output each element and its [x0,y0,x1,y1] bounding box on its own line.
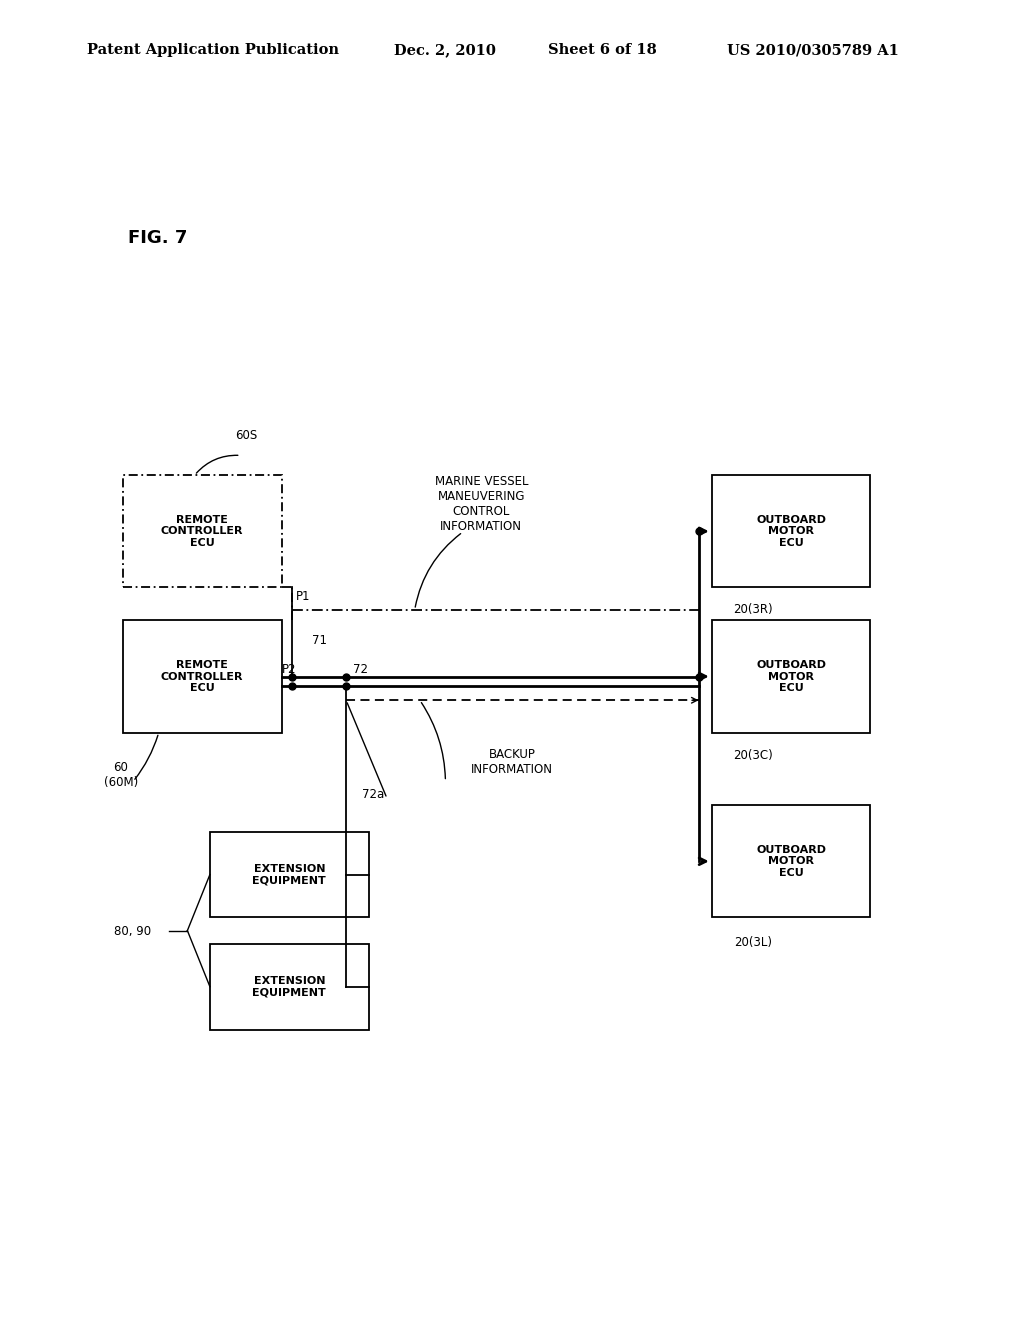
Text: REMOTE
CONTROLLER
ECU: REMOTE CONTROLLER ECU [161,660,244,693]
Text: 71: 71 [312,634,328,647]
Bar [210,832,369,917]
Bar [712,620,870,733]
Text: OUTBOARD
MOTOR
ECU: OUTBOARD MOTOR ECU [756,845,826,878]
Text: OUTBOARD
MOTOR
ECU: OUTBOARD MOTOR ECU [756,515,826,548]
Text: BACKUP
INFORMATION: BACKUP INFORMATION [471,747,553,776]
Text: Patent Application Publication: Patent Application Publication [87,44,339,57]
Bar [210,944,369,1030]
Bar [712,805,870,917]
Text: 20(3R): 20(3R) [733,603,772,616]
Bar [712,475,870,587]
Text: EXTENSION
EQUIPMENT: EXTENSION EQUIPMENT [252,975,327,998]
Text: US 2010/0305789 A1: US 2010/0305789 A1 [727,44,899,57]
Text: 72: 72 [353,663,369,676]
Bar [123,620,282,733]
Text: EXTENSION
EQUIPMENT: EXTENSION EQUIPMENT [252,863,327,886]
Text: 20(3C): 20(3C) [733,748,772,762]
Text: REMOTE
CONTROLLER
ECU: REMOTE CONTROLLER ECU [161,515,244,548]
Text: Sheet 6 of 18: Sheet 6 of 18 [548,44,656,57]
Text: FIG. 7: FIG. 7 [128,228,187,247]
Text: MARINE VESSEL
MANEUVERING
CONTROL
INFORMATION: MARINE VESSEL MANEUVERING CONTROL INFORM… [434,475,528,533]
Text: 80, 90: 80, 90 [115,925,152,939]
Text: P1: P1 [296,590,310,603]
Text: 60S: 60S [234,429,257,442]
Text: 60
(60M): 60 (60M) [103,760,138,789]
Text: Dec. 2, 2010: Dec. 2, 2010 [394,44,496,57]
Text: 72a: 72a [361,788,384,801]
Text: 20(3L): 20(3L) [733,936,772,949]
Bar [123,475,282,587]
Text: OUTBOARD
MOTOR
ECU: OUTBOARD MOTOR ECU [756,660,826,693]
Text: P2: P2 [282,663,296,676]
